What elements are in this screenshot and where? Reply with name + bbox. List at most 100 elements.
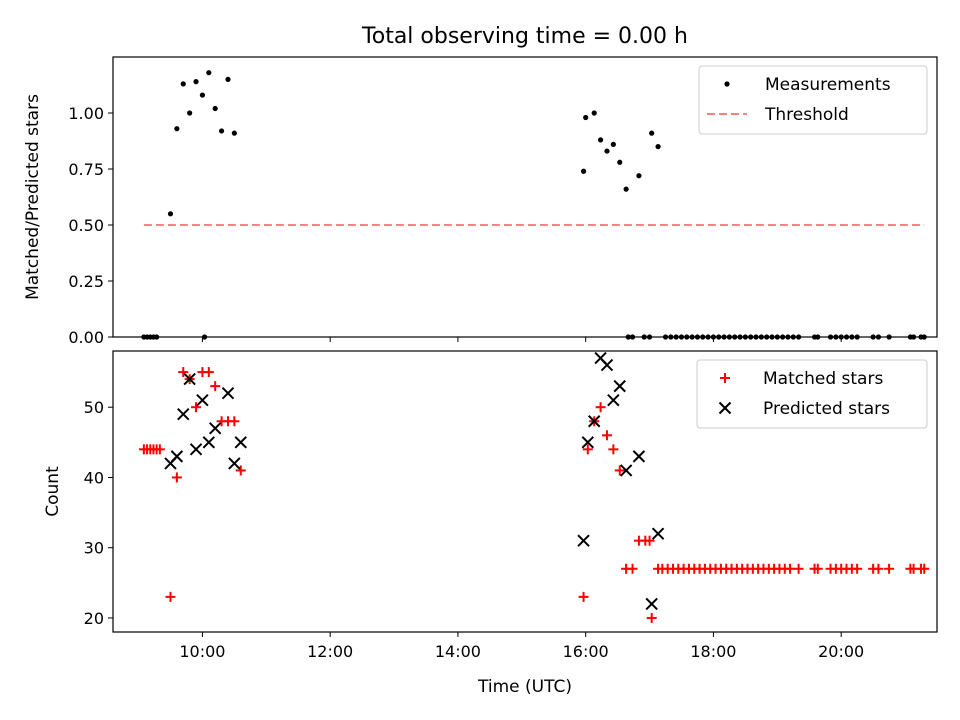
predicted-point: [632, 450, 646, 463]
matched-point: [884, 563, 895, 574]
data-point: [604, 148, 610, 154]
data-point: [875, 334, 882, 340]
matched-point: [171, 472, 182, 483]
y-tick-label: 20: [84, 609, 104, 628]
data-point: [610, 141, 616, 147]
y-tick-label: 0.25: [68, 272, 104, 291]
predicted-point: [234, 436, 247, 449]
data-point: [212, 105, 218, 112]
axes-frame: [112, 56, 938, 338]
data-point: [758, 334, 764, 340]
data-point: [225, 76, 231, 82]
x-tick-label: 14:00: [435, 642, 481, 661]
data-point: [684, 334, 690, 340]
legend-marker: [718, 401, 732, 415]
matched-point: [582, 444, 593, 455]
data-point: [716, 334, 722, 340]
x-axis-label: Time (UTC): [477, 677, 572, 697]
legend-box: [698, 65, 928, 135]
data-point: [591, 110, 597, 116]
data-point: [218, 128, 225, 134]
matched-point: [601, 430, 612, 441]
predicted-point: [183, 372, 196, 386]
x-tick-label: 16:00: [563, 642, 609, 661]
top-panel: 0.00 0.25 0.50 0.75 1.00 Matched/Predicted st…: [23, 56, 938, 347]
x-tick-label: 20:00: [818, 642, 864, 661]
predicted-point: [600, 358, 614, 372]
predicted-point: [177, 408, 190, 421]
data-point: [583, 114, 589, 121]
legend-label: Threshold: [764, 105, 849, 125]
matched-point: [178, 367, 189, 378]
plot-area: [141, 70, 927, 340]
matched-point: [644, 535, 655, 546]
data-point: [796, 334, 802, 340]
data-point: [201, 334, 208, 340]
data-point: [910, 334, 917, 340]
data-point: [187, 110, 193, 116]
predicted-point: [170, 450, 184, 463]
predicted-point: [581, 436, 595, 449]
y-tick-label: 0.50: [68, 216, 104, 235]
y-tick-label: 40: [84, 468, 104, 487]
data-point: [710, 334, 717, 340]
y-tick-label: 0.75: [68, 160, 104, 179]
matched-point: [919, 563, 930, 574]
data-point: [827, 334, 834, 340]
y-tick-label: 30: [84, 539, 104, 558]
matched-point: [614, 465, 625, 476]
matched-point: [191, 402, 202, 413]
x-tick-label: 10:00: [179, 642, 225, 661]
data-point: [193, 79, 199, 85]
matched-point: [646, 612, 657, 623]
data-point: [764, 334, 770, 340]
legend: Measurements Threshold: [698, 65, 928, 135]
data-point: [636, 173, 642, 179]
predicted-point: [208, 422, 222, 435]
data-point: [870, 334, 876, 340]
predicted-point: [228, 457, 241, 470]
data-point: [732, 334, 738, 340]
data-point: [774, 334, 780, 340]
data-point: [742, 334, 748, 340]
predicted-point: [645, 597, 658, 611]
data-point: [780, 334, 786, 340]
legend-marker: [720, 373, 730, 383]
data-point: [167, 211, 174, 217]
predicted-point: [196, 393, 209, 407]
matched-point: [595, 402, 606, 413]
legend-label: Predicted stars: [763, 399, 890, 419]
data-point: [843, 334, 850, 340]
predicted-point: [651, 527, 665, 540]
x-tick-label: 12:00: [307, 642, 353, 661]
bottom-panel: 20 30 40 50 10:00 12:00 14:00 16:00 18:00 20:00 Co…: [43, 350, 938, 697]
y-axis-label: Matched/Predicted stars: [23, 94, 43, 300]
y-tick-label: 50: [84, 398, 104, 417]
data-point: [673, 334, 679, 340]
matched-point: [793, 563, 804, 574]
data-point: [748, 334, 754, 340]
y-tick-label: 1.00: [68, 104, 104, 123]
data-point: [629, 334, 636, 340]
data-point: [921, 334, 927, 340]
data-point: [700, 334, 706, 340]
y-axis-label: Count: [43, 466, 63, 517]
data-point: [721, 334, 727, 340]
predicted-point: [202, 436, 216, 449]
data-point: [154, 334, 160, 340]
axes-frame: [112, 350, 938, 633]
data-point: [854, 334, 860, 340]
y-tick-label: 0.00: [68, 328, 104, 347]
data-point: [849, 334, 855, 340]
predicted-point: [221, 386, 235, 400]
predicted-point: [577, 534, 590, 547]
data-point: [678, 334, 685, 340]
matched-point: [627, 563, 638, 574]
data-point: [625, 334, 631, 340]
data-point: [815, 334, 821, 340]
data-point: [231, 130, 237, 136]
legend-box: [696, 359, 928, 429]
data-point: [785, 334, 791, 340]
data-point: [597, 137, 604, 143]
predicted-point: [619, 464, 633, 477]
